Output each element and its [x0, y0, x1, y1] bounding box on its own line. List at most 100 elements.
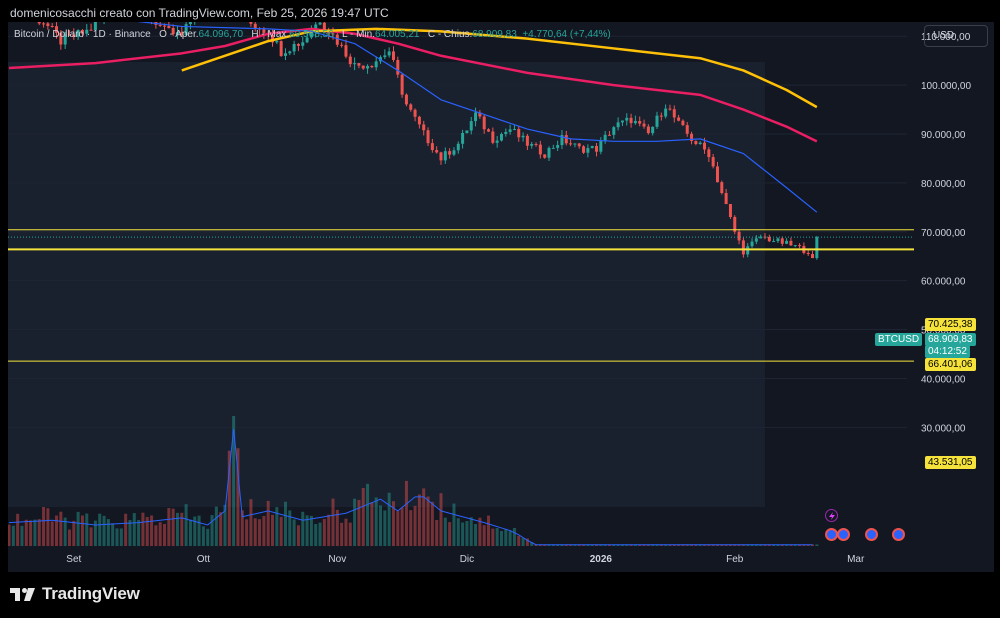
- candle-body[interactable]: [811, 254, 815, 259]
- candle-body[interactable]: [573, 143, 577, 145]
- candle-body[interactable]: [478, 112, 482, 117]
- candle-body[interactable]: [46, 23, 50, 26]
- candle-body[interactable]: [612, 127, 616, 135]
- candle-body[interactable]: [560, 135, 564, 146]
- candle-body[interactable]: [85, 29, 89, 34]
- candle-body[interactable]: [785, 240, 789, 244]
- candle-body[interactable]: [720, 182, 724, 194]
- candle-body[interactable]: [305, 37, 309, 43]
- candle-body[interactable]: [499, 133, 503, 141]
- candle-body[interactable]: [180, 32, 184, 36]
- candle-body[interactable]: [793, 245, 797, 247]
- candle-body[interactable]: [72, 34, 76, 37]
- candle-body[interactable]: [175, 32, 179, 35]
- candle-body[interactable]: [413, 109, 417, 117]
- candle-body[interactable]: [659, 115, 663, 117]
- candle-body[interactable]: [754, 238, 758, 242]
- candle-body[interactable]: [292, 43, 296, 52]
- candle-body[interactable]: [76, 29, 80, 37]
- us-flag-event-icon[interactable]: [892, 528, 905, 541]
- candle-body[interactable]: [387, 51, 391, 56]
- candle-body[interactable]: [435, 150, 439, 153]
- candle-body[interactable]: [482, 116, 486, 130]
- candle-body[interactable]: [759, 236, 763, 239]
- candle-body[interactable]: [582, 146, 586, 153]
- candle-body[interactable]: [456, 143, 460, 151]
- us-flag-event-icon[interactable]: [865, 528, 878, 541]
- candle-body[interactable]: [374, 61, 378, 68]
- candle-body[interactable]: [711, 157, 715, 167]
- candle-body[interactable]: [391, 51, 395, 60]
- candle-body[interactable]: [461, 132, 465, 144]
- candle-body[interactable]: [741, 240, 745, 255]
- candle-body[interactable]: [491, 131, 495, 143]
- candle-body[interactable]: [530, 143, 534, 146]
- candle-body[interactable]: [677, 117, 681, 121]
- candle-body[interactable]: [780, 238, 784, 244]
- candle-body[interactable]: [184, 24, 188, 36]
- candle-body[interactable]: [698, 142, 702, 144]
- us-flag-event-icon[interactable]: [837, 528, 850, 541]
- candle-body[interactable]: [638, 120, 642, 124]
- candle-body[interactable]: [396, 59, 400, 75]
- candle-body[interactable]: [599, 140, 603, 152]
- candle-body[interactable]: [439, 152, 443, 161]
- candle-body[interactable]: [750, 241, 754, 247]
- candle-body[interactable]: [335, 34, 339, 45]
- candle-body[interactable]: [158, 24, 162, 26]
- moving-average-fast-line[interactable]: [9, 22, 818, 213]
- candle-body[interactable]: [646, 126, 650, 134]
- candle-body[interactable]: [517, 129, 521, 138]
- candle-body[interactable]: [357, 63, 361, 66]
- ticker-badge[interactable]: BTCUSD: [875, 333, 923, 346]
- candle-body[interactable]: [353, 63, 357, 65]
- candle-body[interactable]: [318, 22, 322, 25]
- candle-body[interactable]: [469, 121, 473, 131]
- candle-body[interactable]: [525, 135, 529, 146]
- candle-body[interactable]: [651, 126, 655, 134]
- candle-body[interactable]: [253, 23, 257, 29]
- candle-body[interactable]: [737, 231, 741, 241]
- candlestick-chart[interactable]: 30.000,00 40.000,00 50.000,00 60.000,00 70.0…: [8, 22, 994, 572]
- candle-body[interactable]: [465, 130, 469, 133]
- candle-body[interactable]: [409, 104, 413, 110]
- candle-body[interactable]: [521, 135, 525, 138]
- candle-body[interactable]: [668, 108, 672, 110]
- candle-body[interactable]: [595, 145, 599, 152]
- candle-body[interactable]: [361, 65, 365, 69]
- candle-body[interactable]: [67, 34, 71, 36]
- candle-body[interactable]: [93, 22, 97, 30]
- candle-body[interactable]: [672, 109, 676, 118]
- candle-body[interactable]: [586, 148, 590, 153]
- candle-body[interactable]: [685, 125, 689, 134]
- candle-body[interactable]: [42, 23, 46, 25]
- candle-body[interactable]: [625, 117, 629, 121]
- candle-body[interactable]: [452, 150, 456, 155]
- candle-body[interactable]: [504, 131, 508, 134]
- candle-body[interactable]: [776, 238, 780, 242]
- candle-body[interactable]: [547, 147, 551, 158]
- candle-body[interactable]: [512, 129, 516, 131]
- candle-body[interactable]: [664, 108, 668, 117]
- candle-body[interactable]: [728, 204, 732, 217]
- candle-body[interactable]: [538, 144, 542, 155]
- candle-body[interactable]: [171, 27, 175, 35]
- lightning-event-icon[interactable]: [825, 509, 838, 522]
- candle-body[interactable]: [690, 133, 694, 142]
- candle-body[interactable]: [279, 41, 283, 56]
- candle-body[interactable]: [642, 123, 646, 127]
- candle-body[interactable]: [80, 29, 84, 34]
- candle-body[interactable]: [815, 237, 819, 259]
- candle-body[interactable]: [283, 53, 287, 56]
- candle-body[interactable]: [556, 145, 560, 148]
- candle-body[interactable]: [798, 245, 802, 247]
- candle-body[interactable]: [271, 34, 275, 43]
- candle-body[interactable]: [767, 236, 771, 242]
- candle-body[interactable]: [249, 22, 253, 24]
- candle-body[interactable]: [296, 43, 300, 46]
- candle-body[interactable]: [694, 141, 698, 144]
- candle-body[interactable]: [577, 143, 581, 147]
- candle-body[interactable]: [603, 134, 607, 141]
- candle-body[interactable]: [655, 115, 659, 127]
- candle-body[interactable]: [724, 193, 728, 205]
